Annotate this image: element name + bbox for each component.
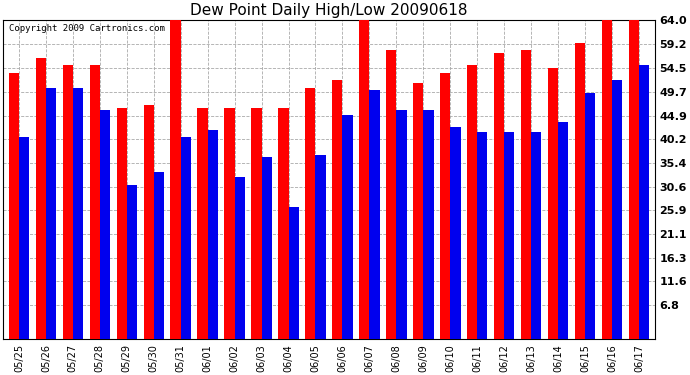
Title: Dew Point Daily High/Low 20090618: Dew Point Daily High/Low 20090618 (190, 3, 468, 18)
Bar (144, 105, 154, 339)
Bar (181, 137, 191, 339)
Bar (342, 115, 353, 339)
Bar (558, 123, 569, 339)
Bar (278, 108, 288, 339)
Bar (332, 80, 342, 339)
Bar (548, 68, 558, 339)
Bar (440, 73, 451, 339)
Bar (467, 65, 477, 339)
Bar (359, 15, 369, 339)
Bar (396, 110, 406, 339)
Bar (521, 50, 531, 339)
Bar (208, 130, 218, 339)
Bar (288, 207, 299, 339)
Bar (305, 88, 315, 339)
Bar (235, 177, 245, 339)
Bar (386, 50, 396, 339)
Bar (19, 137, 29, 339)
Bar (90, 65, 100, 339)
Bar (629, 20, 639, 339)
Bar (451, 128, 460, 339)
Bar (262, 158, 272, 339)
Bar (602, 20, 612, 339)
Bar (197, 108, 208, 339)
Bar (100, 110, 110, 339)
Bar (477, 132, 488, 339)
Bar (315, 155, 326, 339)
Bar (127, 185, 137, 339)
Bar (494, 53, 504, 339)
Text: Copyright 2009 Cartronics.com: Copyright 2009 Cartronics.com (9, 24, 165, 33)
Bar (531, 132, 542, 339)
Bar (117, 108, 127, 339)
Bar (251, 108, 262, 339)
Bar (413, 82, 424, 339)
Bar (585, 93, 595, 339)
Bar (424, 110, 433, 339)
Bar (73, 88, 83, 339)
Bar (36, 58, 46, 339)
Bar (9, 73, 19, 339)
Bar (63, 65, 73, 339)
Bar (639, 65, 649, 339)
Bar (154, 172, 164, 339)
Bar (170, 13, 181, 339)
Bar (612, 80, 622, 339)
Bar (46, 88, 56, 339)
Bar (369, 90, 380, 339)
Bar (504, 132, 515, 339)
Bar (224, 108, 235, 339)
Bar (575, 43, 585, 339)
